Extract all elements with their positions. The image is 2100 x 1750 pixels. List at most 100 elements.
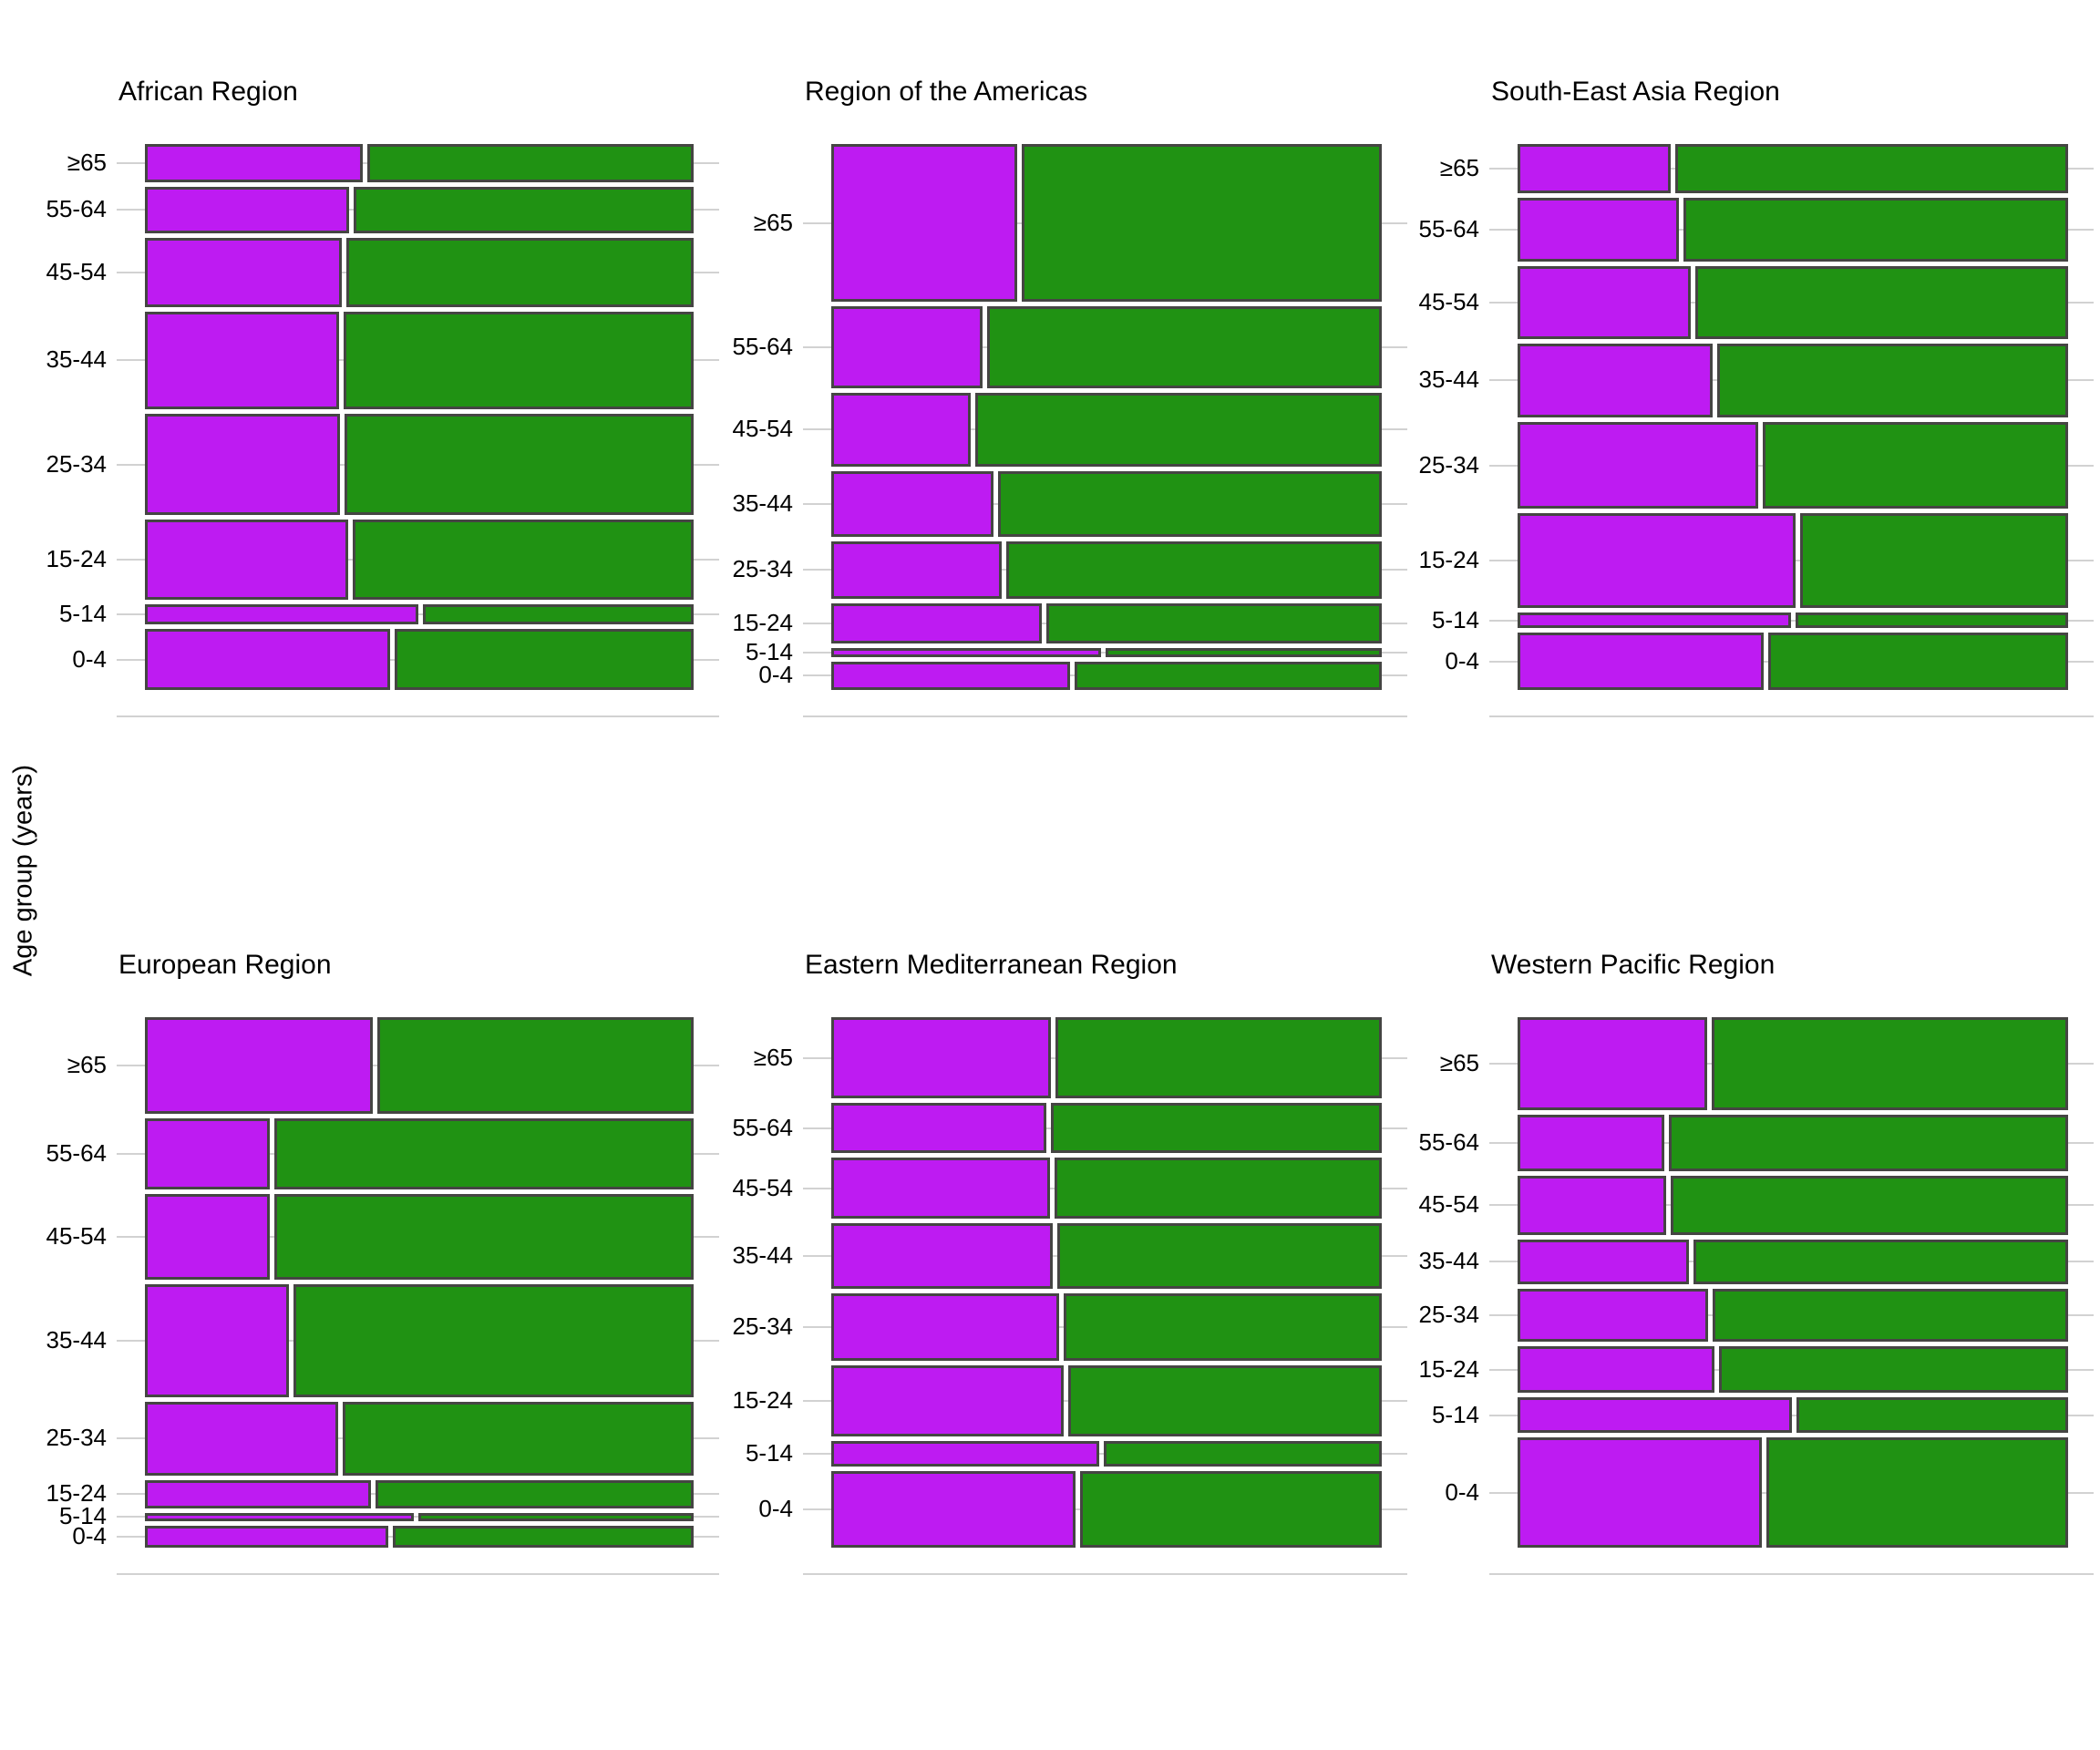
purple-segment [831, 647, 1101, 657]
age-axis-tick-label: 5-14 [58, 600, 107, 628]
green-segment [1767, 633, 2068, 690]
green-segment [1056, 1223, 1382, 1290]
age-axis-tick-label: 45-54 [46, 1221, 108, 1250]
purple-segment [145, 1512, 414, 1521]
green-segment [1054, 1158, 1382, 1220]
age-axis-tick-label: 0-4 [758, 661, 793, 689]
gridline [1489, 619, 2094, 622]
gridline [117, 715, 719, 717]
purple-segment [145, 311, 339, 410]
panel-title: Eastern Mediterranean Region [805, 950, 1178, 980]
age-axis-tick-label: 35-44 [732, 489, 794, 517]
purple-segment [831, 1440, 1099, 1467]
age-axis-tick-label: ≥65 [1439, 153, 1479, 181]
green-segment [273, 1118, 694, 1189]
purple-segment [145, 1193, 270, 1281]
gridline [803, 715, 1407, 717]
green-segment [394, 629, 694, 690]
age-axis-tick-label: 55-64 [732, 1113, 794, 1141]
age-axis-tick-label: ≥65 [753, 208, 793, 236]
age-axis-tick-label: 15-24 [732, 608, 794, 636]
age-axis-tick-label: 5-14 [1431, 1400, 1479, 1428]
purple-segment [145, 520, 348, 601]
age-axis-tick-label: 15-24 [46, 1478, 108, 1507]
age-axis-tick-label: 45-54 [1418, 1189, 1480, 1218]
age-axis-tick-label: 15-24 [1418, 1354, 1480, 1383]
purple-segment [1518, 1115, 1665, 1171]
purple-segment [1518, 1017, 1707, 1111]
purple-segment [145, 1284, 290, 1397]
gridline [1489, 1573, 2094, 1575]
age-axis-tick-label: 5-14 [1431, 605, 1479, 633]
purple-segment [145, 1118, 270, 1189]
green-segment [1005, 540, 1382, 600]
green-segment [1670, 1175, 2068, 1235]
age-axis-tick-label: ≥65 [753, 1043, 793, 1071]
green-segment [1763, 422, 2068, 510]
gridline [117, 1516, 719, 1518]
age-axis-tick-label: 15-24 [46, 545, 108, 573]
purple-segment [831, 144, 1018, 303]
age-axis-tick-label: ≥65 [67, 148, 107, 176]
green-segment [352, 520, 694, 601]
green-segment [1063, 1293, 1382, 1362]
green-segment [1766, 1437, 2068, 1548]
green-segment [376, 1479, 694, 1508]
age-axis-tick-label: 35-44 [46, 345, 108, 374]
purple-segment [831, 603, 1043, 643]
green-segment [1716, 343, 2068, 418]
green-segment [1796, 1397, 2068, 1434]
age-axis-tick-label: 55-64 [1418, 1127, 1480, 1156]
green-segment [1046, 603, 1382, 643]
age-axis-tick-label: ≥65 [1439, 1049, 1479, 1077]
green-segment [345, 238, 694, 307]
age-axis-tick-label: 25-34 [732, 555, 794, 583]
green-segment [1693, 1239, 2068, 1284]
green-segment [417, 1512, 694, 1521]
purple-segment [1518, 422, 1759, 510]
purple-segment [1518, 1288, 1709, 1342]
purple-segment [145, 144, 363, 182]
green-segment [1105, 647, 1382, 657]
green-segment [1719, 1345, 2068, 1394]
age-axis-tick-label: 35-44 [732, 1241, 794, 1270]
green-segment [1079, 1471, 1382, 1548]
age-axis-tick-label: 0-4 [72, 644, 107, 673]
purple-segment [831, 1223, 1053, 1290]
green-segment [1713, 1288, 2068, 1342]
purple-segment [145, 1525, 389, 1548]
gridline [803, 1573, 1407, 1575]
green-segment [1051, 1103, 1382, 1154]
purple-segment [1518, 144, 1671, 194]
green-segment [422, 604, 694, 625]
green-segment [354, 186, 694, 234]
age-axis-tick-label: 35-44 [46, 1325, 108, 1354]
purple-segment [145, 1017, 373, 1114]
age-axis-tick-label: 0-4 [758, 1495, 793, 1523]
purple-segment [1518, 266, 1691, 339]
age-axis-tick-label: 25-34 [46, 1423, 108, 1451]
purple-segment [145, 186, 350, 234]
age-axis-tick-label: 15-24 [1418, 546, 1480, 574]
green-segment [1074, 661, 1382, 690]
age-axis-tick-label: 0-4 [72, 1521, 107, 1549]
age-axis-tick-label: 5-14 [58, 1502, 107, 1530]
gridline [803, 651, 1407, 654]
green-segment [393, 1525, 694, 1548]
panel-title: South-East Asia Region [1491, 77, 1780, 107]
green-segment [1067, 1365, 1382, 1436]
age-axis-tick-label: 45-54 [732, 415, 794, 443]
age-axis-tick-label: 5-14 [745, 1438, 793, 1467]
green-segment [1055, 1017, 1382, 1099]
y-axis-title: Age group (years) [8, 764, 38, 977]
green-segment [293, 1284, 694, 1397]
age-axis-tick-label: ≥65 [67, 1050, 107, 1078]
purple-segment [831, 1103, 1046, 1154]
age-axis-tick-label: 0-4 [1445, 646, 1479, 674]
green-segment [974, 392, 1382, 467]
green-segment [1669, 1115, 2068, 1171]
panel-title: Western Pacific Region [1491, 950, 1776, 980]
purple-segment [1518, 343, 1713, 418]
green-segment [345, 414, 694, 516]
